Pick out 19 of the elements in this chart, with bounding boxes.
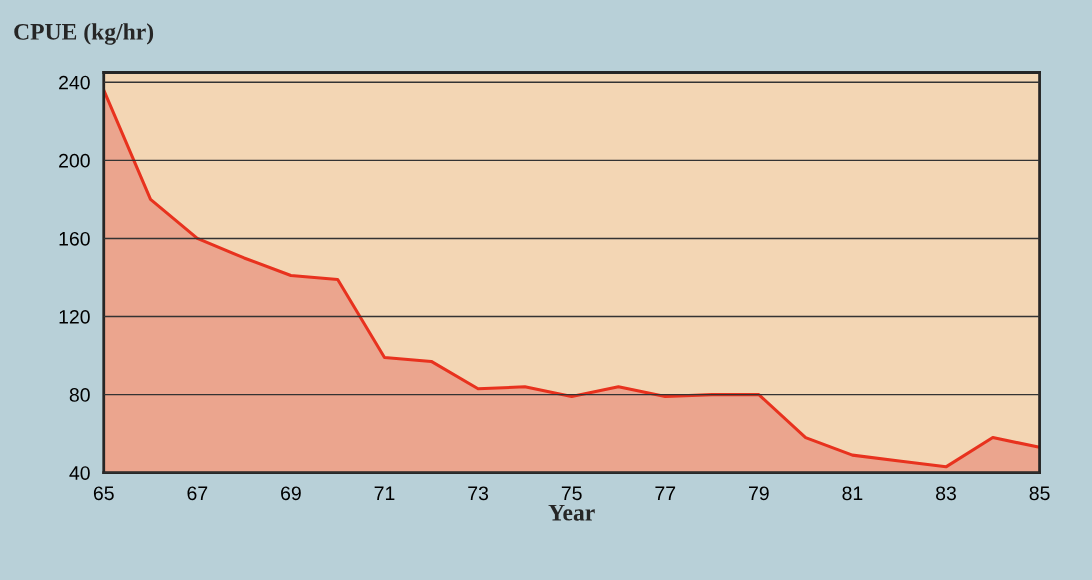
x-tick-label: 85 — [1029, 486, 1050, 501]
x-tick-label: 75 — [561, 486, 582, 501]
x-tick-label: 79 — [749, 486, 769, 501]
x-axis-title: Year — [548, 504, 595, 521]
y-tick-label: 120 — [59, 309, 90, 324]
x-tick-label: 81 — [842, 486, 863, 501]
x-tick-label: 65 — [93, 486, 114, 501]
x-tick-label: 67 — [187, 486, 208, 501]
x-tick-label: 77 — [655, 486, 676, 500]
y-axis-title: CPUE (kg/hr) — [14, 23, 154, 45]
y-tick-label: 200 — [59, 153, 90, 168]
x-tick-label: 71 — [374, 486, 395, 500]
y-tick-label: 240 — [59, 75, 90, 90]
y-tick-label: 80 — [69, 388, 90, 402]
x-tick-label: 69 — [281, 486, 301, 501]
x-tick-label: 83 — [936, 486, 956, 501]
x-tick-label: 73 — [468, 486, 489, 501]
y-tick-label: 40 — [69, 466, 90, 480]
y-tick-label: 160 — [59, 231, 90, 246]
